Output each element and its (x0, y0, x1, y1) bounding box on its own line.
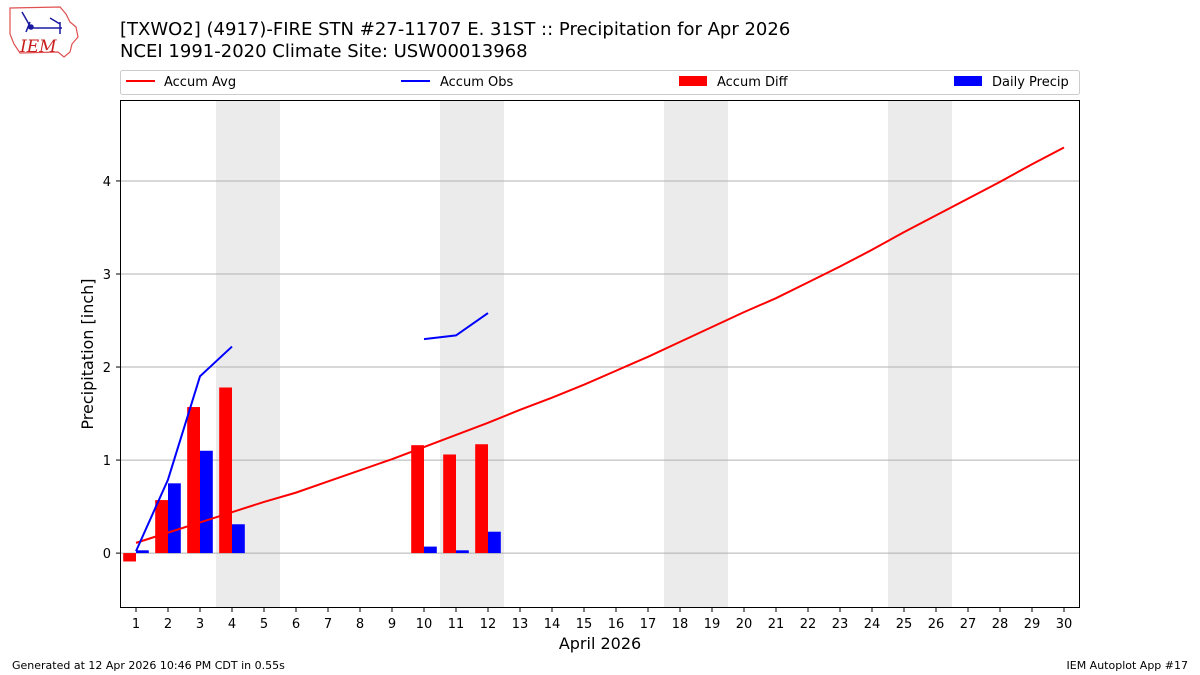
footer-generated-at: Generated at 12 Apr 2026 10:46 PM CDT in… (12, 659, 285, 672)
iem-logo: IEM (9, 6, 79, 58)
accum-diff-bar (475, 444, 488, 554)
x-tick-label: 10 (416, 617, 433, 632)
x-tick-label: 22 (800, 617, 817, 632)
x-tick-label: 3 (196, 617, 204, 632)
legend: Accum Avg Accum Obs Accum Diff Daily Pre… (120, 70, 1080, 95)
legend-accum-diff-label: Accum Diff (717, 75, 789, 90)
x-tick-label: 11 (448, 617, 465, 632)
legend-frame (120, 70, 1080, 95)
legend-daily-precip-label: Daily Precip (992, 75, 1069, 90)
x-tick-label: 28 (992, 617, 1009, 632)
weekend-band (664, 100, 728, 608)
chart-title-line2: NCEI 1991-2020 Climate Site: USW00013968 (120, 41, 528, 62)
legend-accum-diff-swatch (679, 76, 707, 86)
x-tick-label: 26 (928, 617, 945, 632)
y-tick-label: 3 (103, 268, 111, 283)
x-tick-label: 6 (292, 617, 300, 632)
x-tick-label: 27 (960, 617, 977, 632)
y-tick-label: 0 (103, 547, 111, 562)
x-tick-label: 25 (896, 617, 913, 632)
x-tick-label: 12 (480, 617, 497, 632)
x-tick-label: 2 (164, 617, 172, 632)
x-tick-label: 30 (1056, 617, 1073, 632)
footer-app-name: IEM Autoplot App #17 (1066, 659, 1189, 672)
x-tick-label: 16 (608, 617, 625, 632)
legend-daily-precip-swatch (954, 76, 982, 86)
weekend-band (888, 100, 952, 608)
x-tick-label: 29 (1024, 617, 1041, 632)
x-tick-label: 20 (736, 617, 753, 632)
accum-diff-bar (187, 407, 200, 554)
x-tick-label: 24 (864, 617, 881, 632)
x-tick-label: 17 (640, 617, 657, 632)
x-tick-label: 13 (512, 617, 529, 632)
chart-title-line1: [TXWO2] (4917)-FIRE STN #27-11707 E. 31S… (120, 19, 790, 40)
x-tick-label: 8 (356, 617, 364, 632)
y-axis-label: Precipitation [inch] (78, 278, 97, 429)
x-tick-label: 18 (672, 617, 689, 632)
x-tick-label: 15 (576, 617, 593, 632)
x-tick-label: 5 (260, 617, 268, 632)
legend-accum-avg-label: Accum Avg (164, 75, 236, 90)
daily-precip-bar (232, 524, 245, 554)
accum-diff-bar (219, 387, 232, 554)
y-tick-label: 2 (103, 361, 111, 376)
daily-precip-bar (424, 546, 437, 554)
x-tick-label: 21 (768, 617, 785, 632)
y-tick-label: 4 (103, 175, 111, 190)
accum-obs-line (135, 345, 233, 552)
accum-diff-bar (411, 445, 424, 554)
daily-precip-bar (488, 531, 501, 554)
x-tick-label: 23 (832, 617, 849, 632)
daily-precip-bar (200, 450, 213, 554)
daily-precip-bar (136, 550, 149, 554)
x-tick-label: 9 (388, 617, 396, 632)
logo-text: IEM (19, 37, 57, 57)
x-tick-label: 7 (324, 617, 332, 632)
y-tick-label: 1 (103, 454, 111, 469)
plot-frame (120, 100, 1080, 608)
x-tick-label: 19 (704, 617, 721, 632)
x-axis-label: April 2026 (559, 634, 641, 653)
daily-precip-bar (168, 483, 181, 554)
legend-accum-obs-label: Accum Obs (440, 75, 513, 90)
accum-avg-line (135, 146, 1065, 544)
accum-diff-bar (123, 553, 136, 562)
accum-obs-line (423, 312, 489, 341)
daily-precip-bar (456, 550, 469, 554)
x-tick-label: 4 (228, 617, 236, 632)
x-tick-label: 1 (132, 617, 140, 632)
accum-diff-bar (443, 454, 456, 554)
weather-station-icon (21, 11, 62, 34)
accum-diff-bar (155, 500, 168, 554)
x-tick-label: 14 (544, 617, 561, 632)
